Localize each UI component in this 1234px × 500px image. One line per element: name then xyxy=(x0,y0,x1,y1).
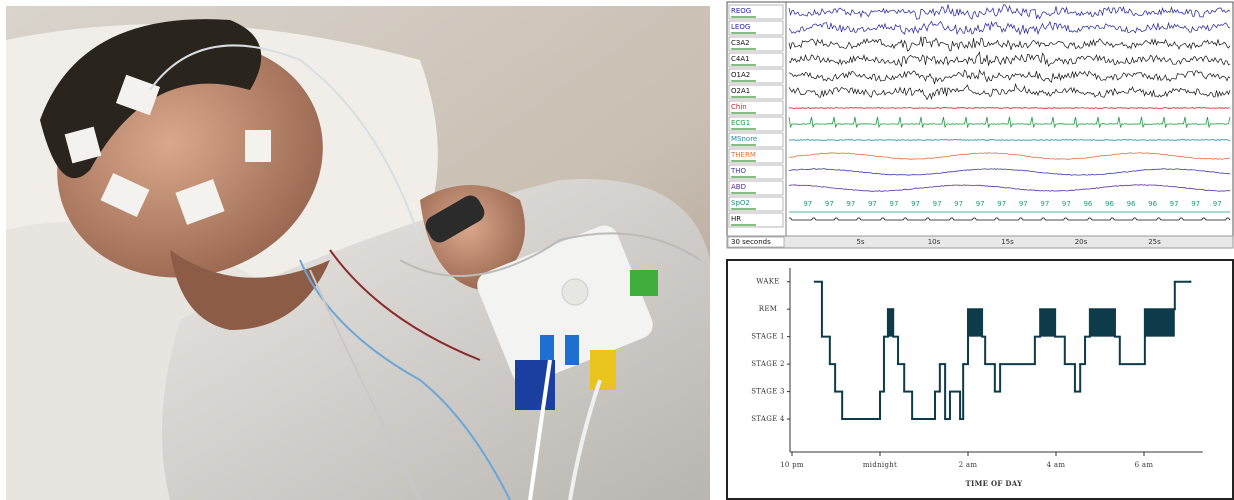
spo2-value: 96 xyxy=(1105,200,1114,208)
channel-label: THO xyxy=(730,167,747,175)
y-tick-label: REM xyxy=(759,305,777,313)
channel-label: O1A2 xyxy=(731,71,750,79)
psg-panel: REOG LEOG C3A2 C4A1 O1A2 O2A1 Chin ECG1 MSnore TH… xyxy=(727,2,1233,248)
spo2-value: 97 xyxy=(1191,200,1200,208)
page: REOG LEOG C3A2 C4A1 O1A2 O2A1 Chin ECG1 MSnore TH… xyxy=(0,0,1234,500)
spo2-value: 97 xyxy=(868,200,877,208)
x-tick-label: midnight xyxy=(863,461,897,469)
time-label: 5s xyxy=(856,238,864,246)
channel-label: Chin xyxy=(731,103,747,111)
x-tick-label: 6 am xyxy=(1135,461,1154,469)
y-tick-label: STAGE 2 xyxy=(751,360,785,368)
x-tick-label: 4 am xyxy=(1047,461,1066,469)
duration: 30 seconds xyxy=(731,238,771,246)
photo xyxy=(6,6,710,500)
y-tick-label: STAGE 4 xyxy=(751,415,785,423)
rem-block xyxy=(1040,309,1055,336)
spo2-value: 97 xyxy=(846,200,855,208)
spo2-value: 96 xyxy=(1148,200,1157,208)
psg-frame xyxy=(727,2,1233,248)
time-label: 25s xyxy=(1148,238,1161,246)
y-tick-label: WAKE xyxy=(756,278,779,286)
x-tick-label: 10 pm xyxy=(780,461,804,469)
channel-label: C3A2 xyxy=(731,39,750,47)
spo2-value: 96 xyxy=(1127,200,1136,208)
channel-label: SpO2 xyxy=(731,199,750,207)
channel-label: MSnore xyxy=(731,135,757,143)
spo2-value: 97 xyxy=(976,200,985,208)
spo2-value: 97 xyxy=(1040,200,1049,208)
spo2-value: 97 xyxy=(997,200,1006,208)
x-tick-label: 2 am xyxy=(959,461,978,469)
time-label: 10s xyxy=(928,238,941,246)
channel-label: REOG xyxy=(731,7,751,15)
spo2-value: 97 xyxy=(954,200,963,208)
rem-block xyxy=(1090,309,1115,336)
spo2-value: 97 xyxy=(1213,200,1222,208)
channel-label: C4A1 xyxy=(731,55,750,63)
hypnogram: TIME OF DAY WAKE REM STAGE 1 STAGE 2 STAGE 3… xyxy=(727,260,1233,499)
channel-label: O2A1 xyxy=(731,87,750,95)
spo2-value: 97 xyxy=(803,200,812,208)
rem-block xyxy=(1145,309,1175,336)
spo2-value: 97 xyxy=(1062,200,1071,208)
spo2-value: 97 xyxy=(933,200,942,208)
channel-label: ABD xyxy=(731,183,746,191)
time-label: 15s xyxy=(1001,238,1014,246)
spo2-value: 97 xyxy=(911,200,920,208)
spo2-value: 97 xyxy=(825,200,834,208)
channel-label: THERM xyxy=(730,151,756,159)
channel-label: HR xyxy=(731,215,741,223)
x-axis-title: TIME OF DAY xyxy=(966,479,1024,488)
spo2-value: 97 xyxy=(1019,200,1028,208)
spo2-value: 96 xyxy=(1083,200,1092,208)
y-tick-label: STAGE 3 xyxy=(751,388,785,396)
channel-label: LEOG xyxy=(731,23,750,31)
spo2-value: 97 xyxy=(890,200,899,208)
time-label: 20s xyxy=(1075,238,1088,246)
rem-block xyxy=(968,309,982,336)
channel-label: ECG1 xyxy=(731,119,750,127)
spo2-value: 97 xyxy=(1170,200,1179,208)
y-tick-label: STAGE 1 xyxy=(751,333,785,341)
